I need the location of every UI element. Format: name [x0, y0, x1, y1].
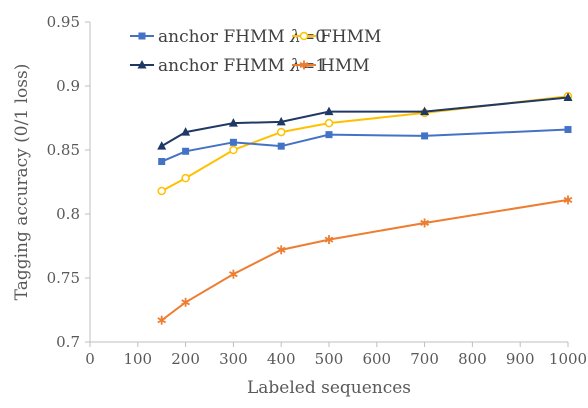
y-axis-title: Tagging accuracy (0/1 loss)	[12, 64, 32, 301]
y-tick-label: 0.7	[56, 333, 80, 351]
tick-labels: 0.7 0.75 0.8 0.85 0.9 0.95 0 100 200 300 400 500 600…	[47, 13, 588, 368]
data-point-star	[229, 269, 238, 279]
x-tick-label: 800	[458, 350, 487, 368]
series-layer	[157, 91, 573, 325]
legend-label-text: anchor FHMM	[158, 27, 290, 47]
data-point-circle	[181, 173, 190, 183]
data-point-square	[229, 138, 237, 146]
data-point-triangle	[157, 141, 167, 150]
star-stroke	[420, 219, 429, 226]
legend-item: HMM	[292, 56, 370, 76]
data-point-triangle	[228, 118, 238, 127]
legend-item: FHMM	[292, 27, 381, 47]
data-point-triangle	[420, 106, 430, 116]
data-point-star	[157, 315, 167, 325]
data-point-triangle	[137, 60, 147, 69]
legend-label: FHMM	[320, 27, 381, 47]
data-point-square	[277, 142, 285, 150]
x-tick-label: 400	[267, 350, 296, 368]
series-anchor-fhmm-0	[158, 126, 572, 166]
data-point-square	[182, 147, 190, 155]
series-line	[161, 96, 569, 148]
star-stroke	[157, 317, 167, 324]
x-tick-label: 700	[410, 350, 439, 368]
star-stroke	[229, 271, 238, 278]
x-tick-label: 100	[123, 350, 152, 368]
data-point-triangle	[181, 127, 191, 136]
data-point-star	[181, 297, 190, 307]
data-point-star	[563, 195, 573, 205]
legend-label: HMM	[320, 56, 370, 76]
x-tick-label: 0	[85, 350, 95, 368]
star-stroke	[299, 61, 309, 69]
star-stroke	[563, 196, 573, 203]
series-hmm	[157, 195, 573, 325]
data-point-circle	[276, 127, 286, 137]
series-anchor-fhmm-1	[157, 92, 573, 150]
data-point-square	[158, 158, 166, 166]
series-line	[161, 198, 569, 322]
data-point-star	[299, 60, 309, 70]
y-tick-label: 0.85	[47, 141, 80, 159]
series-fhmm	[157, 91, 573, 196]
data-point-circle	[157, 186, 166, 196]
star-stroke	[324, 236, 334, 243]
y-tick-label: 0.8	[56, 205, 80, 223]
data-point-circle	[229, 145, 238, 155]
data-point-square	[325, 131, 333, 139]
data-point-circle	[299, 31, 309, 41]
x-axis-title: Labeled sequences	[247, 378, 411, 398]
y-tick-label: 0.95	[47, 13, 80, 31]
x-tick-label: 200	[171, 350, 200, 368]
data-point-square	[138, 32, 146, 40]
y-tick-label: 0.75	[47, 269, 80, 287]
data-point-triangle	[276, 116, 286, 126]
star-stroke	[181, 299, 190, 306]
x-tick-label: 900	[506, 350, 535, 368]
data-point-triangle	[324, 106, 334, 116]
data-point-triangle	[563, 92, 573, 102]
data-point-square	[564, 126, 572, 134]
y-tick-label: 0.9	[56, 77, 80, 95]
data-point-star	[420, 218, 429, 228]
x-tick-label: 300	[219, 350, 248, 368]
data-point-star	[324, 235, 334, 245]
x-tick-label: 500	[315, 350, 344, 368]
x-tick-label: 1000	[549, 350, 587, 368]
data-point-star	[276, 245, 286, 255]
star-stroke	[276, 246, 286, 253]
data-point-square	[421, 132, 429, 140]
data-point-circle	[324, 118, 334, 128]
x-tick-label: 600	[362, 350, 391, 368]
legend-label-text: anchor FHMM	[158, 56, 290, 76]
